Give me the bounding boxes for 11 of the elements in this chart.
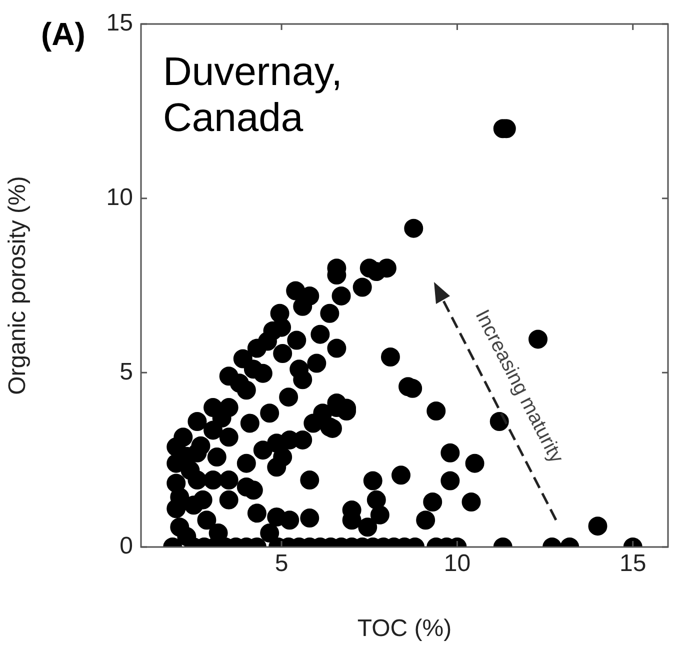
x-tick-label: 15	[620, 550, 646, 578]
y-tick-label: 15	[106, 10, 133, 37]
y-tick-label: 5	[120, 358, 133, 386]
x-tick-label: 10	[444, 550, 471, 578]
y-tick-label: 0	[120, 532, 133, 560]
x-tick-label: 5	[274, 550, 288, 578]
y-tick-label: 10	[106, 184, 133, 211]
annotation: Duvernay, Canada	[163, 50, 342, 140]
x-axis-title: TOC (%)	[357, 615, 452, 642]
y-axis-title: Organic porosity (%)	[4, 176, 32, 395]
text: (A)	[41, 16, 86, 52]
